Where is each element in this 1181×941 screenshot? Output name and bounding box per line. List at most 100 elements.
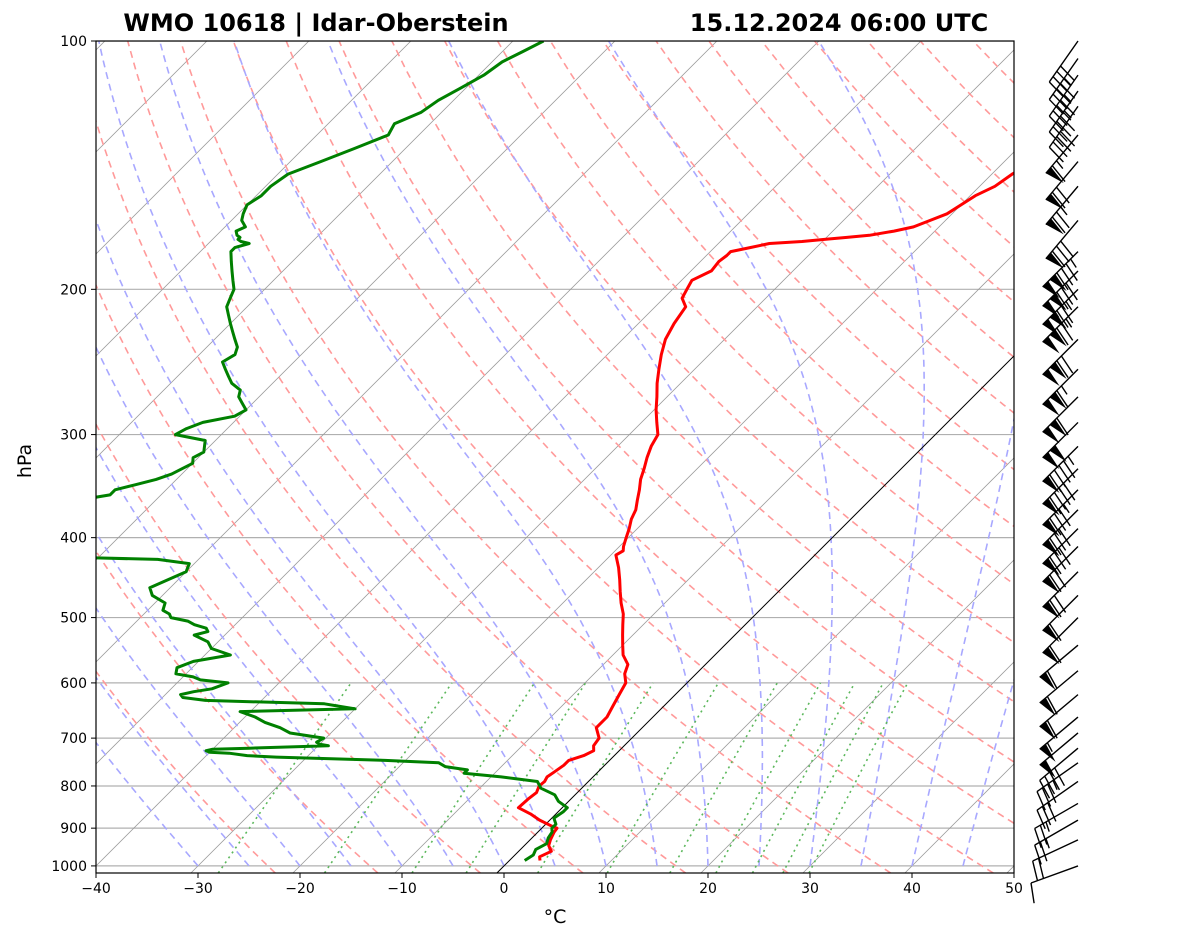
wind-barb-pennant [1042,300,1060,318]
isotherm-line [1109,41,1181,873]
y-tick-label: 600 [60,676,87,692]
wind-barb-full [1053,533,1067,551]
wind-barb-full [1059,130,1076,147]
data-series [96,41,1014,862]
moist-adiabat-lines [96,41,1014,867]
wind-barb-full [1049,556,1062,575]
wind-barb-staff [1030,865,1079,884]
dry-adiabat [1079,41,1181,873]
wind-barb-full [1060,240,1074,258]
wind-barb [1042,421,1079,470]
wind-barb-full [1049,496,1062,515]
mixing-ratio-line [411,682,536,873]
wind-barb-full [1053,469,1067,488]
moist-adiabat [96,741,199,867]
wind-barb-staff [1045,161,1079,201]
wind-barb-pennant [1042,452,1060,470]
dry-adiabat [126,41,789,873]
wind-barb-full [1039,780,1051,799]
wind-barb-staff [1042,421,1079,459]
wind-barb [1042,368,1079,416]
wind-barb-pennant [1049,311,1067,329]
wind-barb-full [1053,595,1067,613]
wind-barb-pennant [1042,625,1060,643]
wind-barb-full [1039,841,1048,862]
dewpoint-profile [96,41,569,862]
wind-barb-staff [1045,219,1079,260]
moist-adiabat [96,217,505,867]
wind-barb [1039,694,1079,740]
dry-adiabat [655,41,1014,415]
wind-barb-full [1060,267,1074,286]
wind-barb-full [1039,824,1048,845]
isotherm-line [394,253,1014,873]
wind-barb [1034,802,1079,848]
wind-barb-full [1059,65,1076,82]
wind-barb-staff [1042,509,1079,546]
wind-barb-full [1052,110,1068,127]
wind-barb [1039,716,1079,762]
chart-title-datetime: 15.12.2024 06:00 UTC [690,9,988,37]
dry-adiabat [761,41,1014,303]
wind-barb-full [1059,115,1076,132]
wind-barb-half [1045,821,1050,832]
mixing-ratio-line [808,682,909,873]
mixing-ratio-line [323,682,453,873]
dry-adiabat [96,118,687,873]
wind-barb-full [1053,513,1067,531]
wind-barb-full [1052,126,1068,142]
x-tick-label: 10 [597,881,615,897]
wind-barb [1042,338,1079,387]
mixing-ratio-line [606,682,720,873]
wind-barb-full [1060,287,1074,305]
x-tick-label: 40 [903,881,921,897]
wind-barb-pennant [1039,672,1056,691]
wind-barb-full [1056,136,1072,152]
wind-barb-staff [1039,732,1079,766]
wind-barb-full [1053,569,1067,588]
dry-adiabat [708,41,1014,359]
wind-barb-half [1055,160,1064,170]
wind-barb-staff [1042,270,1079,307]
wind-barb-full [1034,844,1042,865]
x-tick-label: −30 [183,881,213,897]
wind-barb-full [1056,272,1069,291]
wind-barb-full [1053,492,1067,510]
wind-barb-full [1034,828,1042,848]
isobar-grid [96,41,1014,867]
wind-barb-full [1049,517,1062,536]
moist-adiabat [96,606,301,867]
wind-barb-pennant [1042,498,1060,516]
isotherm-line [0,41,3,873]
wind-barb-full [1048,146,1064,163]
isotherm-line [292,151,1014,873]
wind-barb-full [1052,141,1068,158]
wind-barb-pennant [1042,558,1060,576]
dry-adiabat [96,283,584,873]
y-axis: 100 200 300 400 500 600 700 800 900 1000 [51,34,96,875]
wind-barb [1034,819,1079,865]
wind-barb-half [1063,94,1072,103]
zero-isotherm-line [496,355,1014,873]
wind-barb-full [1051,165,1066,182]
wind-barb-full [1065,282,1078,301]
x-axis-label: °C [544,906,567,928]
wind-barb [1042,270,1079,318]
wind-barb-pennant [1042,281,1060,299]
wind-barb-staff [1048,90,1079,133]
wind-barb-pennant [1039,721,1056,740]
wind-barb-full [1049,537,1062,556]
wind-barb-full [1056,390,1069,408]
wind-barb-pennant [1045,252,1064,269]
wind-barb-pennant [1049,391,1067,409]
isotherm-line [496,355,1014,873]
wind-barb-full [1056,70,1072,87]
wind-barb-full [1056,120,1072,137]
wind-barb-staff [1042,528,1079,565]
wind-barb-pennant [1049,293,1067,311]
wind-barb-staff [1039,644,1079,678]
wind-barb [1042,251,1079,299]
mixing-ratio-line [537,682,654,873]
dry-adiabat [496,41,1014,585]
wind-barb-staff [1042,368,1079,406]
